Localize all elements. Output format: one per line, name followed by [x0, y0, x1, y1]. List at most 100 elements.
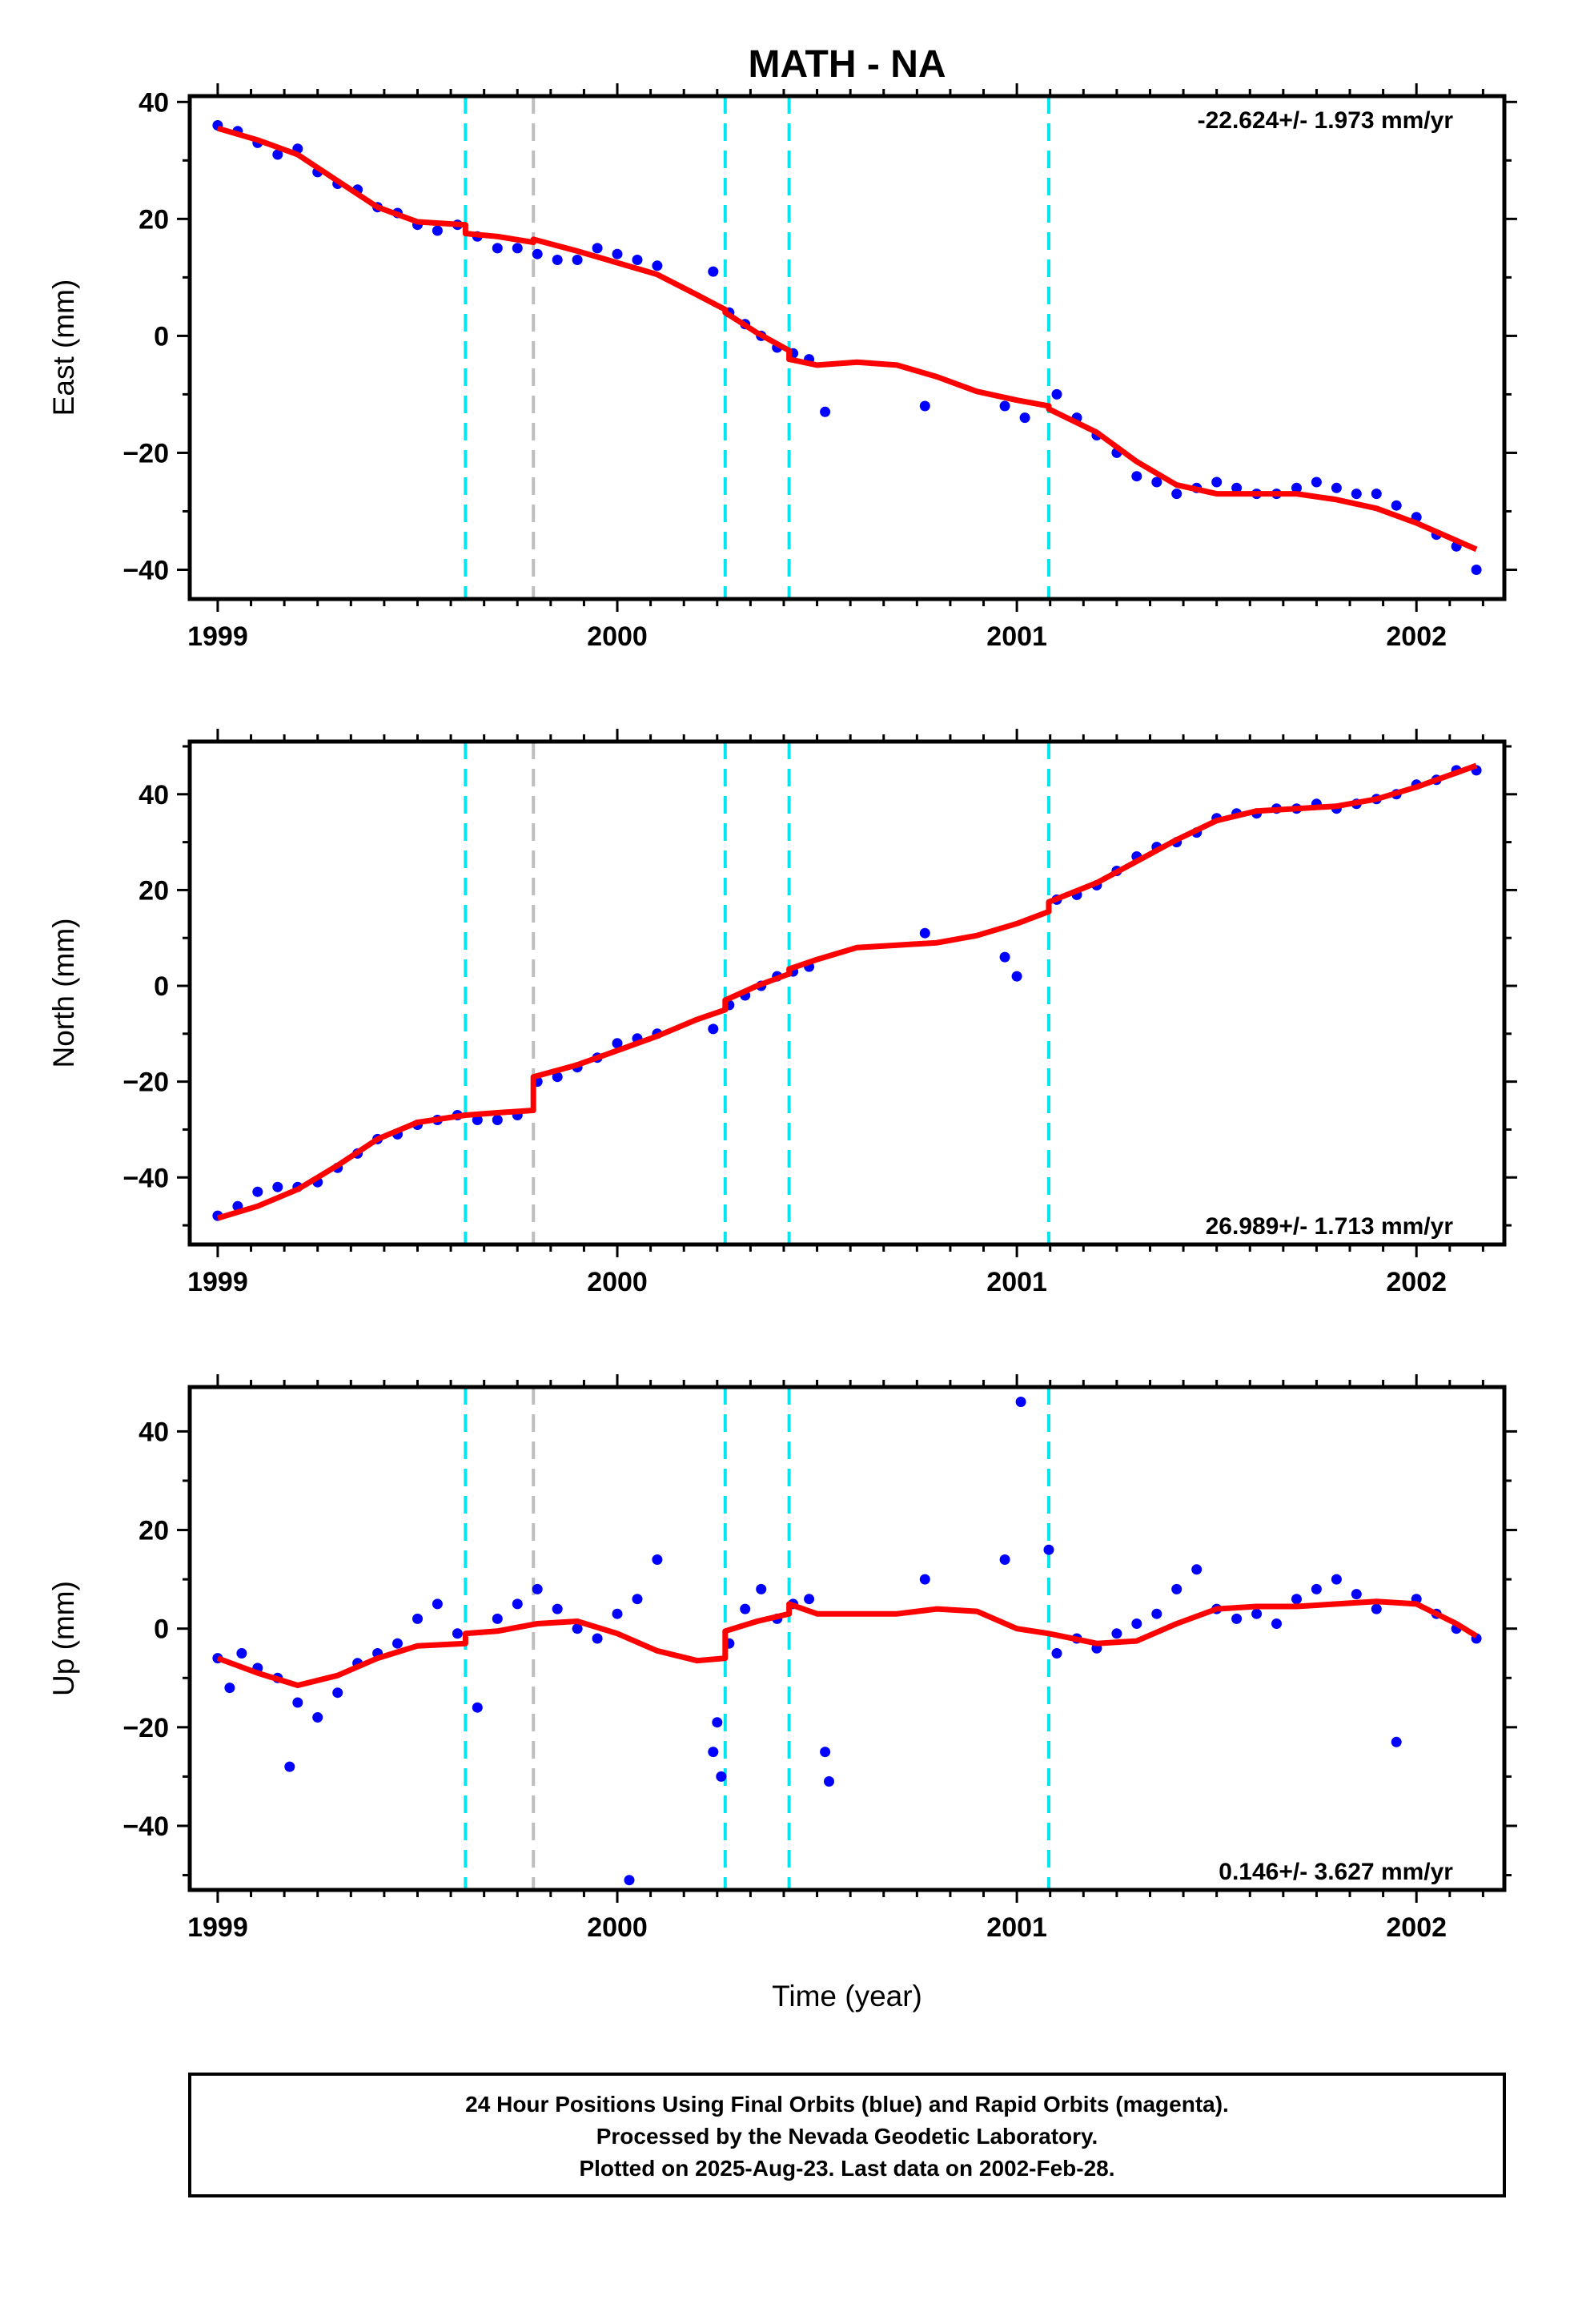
- data-point: [432, 225, 443, 236]
- data-point: [412, 1613, 423, 1624]
- data-point: [572, 1623, 583, 1634]
- footer-line-1: 24 Hour Positions Using Final Orbits (bl…: [465, 2092, 1229, 2117]
- data-point: [452, 1628, 463, 1639]
- panel-east: 1999 2000 2001 2002 −40 −20 0 20 40 East (mm) -22.…: [47, 83, 1517, 652]
- panel-up: 1999 2000 2001 2002 −40 −20 0 20 40 Up (mm) 0.146+…: [47, 1374, 1517, 1943]
- data-point: [512, 1598, 523, 1610]
- y-tick-label: −40: [122, 555, 169, 585]
- footer-box: [188, 2073, 1506, 2197]
- data-point: [1019, 412, 1030, 424]
- data-point: [632, 255, 643, 265]
- y-tick-label: 40: [139, 1417, 169, 1447]
- data-point: [919, 927, 930, 939]
- data-point: [1171, 489, 1182, 500]
- model-line: [216, 1598, 1478, 1688]
- y-axis-ticks: −40 −20 0 20 40: [122, 1417, 1517, 1877]
- data-point: [999, 400, 1010, 412]
- data-point: [472, 1702, 483, 1713]
- data-point: [1371, 1603, 1382, 1614]
- data-point: [820, 406, 831, 417]
- y-tick-label: 40: [139, 780, 169, 810]
- figure-title: MATH - NA: [748, 43, 946, 86]
- x-tick-label: 2000: [587, 1912, 648, 1943]
- data-point: [820, 1747, 831, 1758]
- data-point: [252, 1186, 263, 1197]
- final-orbit-points: [212, 1397, 1482, 1886]
- data-point: [1391, 1736, 1402, 1747]
- data-point: [1043, 1544, 1054, 1555]
- data-point: [1151, 1608, 1162, 1619]
- velocity-rate-label: 26.989+/- 1.713 mm/yr: [1206, 1213, 1454, 1240]
- data-point: [472, 1115, 483, 1125]
- velocity-rate-label: 0.146+/- 3.627 mm/yr: [1219, 1859, 1453, 1885]
- y-axis-label: East (mm): [47, 279, 80, 416]
- plot-frame: [187, 739, 1507, 1247]
- x-tick-label: 2001: [986, 1267, 1047, 1297]
- data-point: [492, 1613, 503, 1624]
- data-point: [392, 1638, 403, 1649]
- data-point: [624, 1875, 635, 1886]
- data-point: [1211, 476, 1223, 488]
- data-point: [1231, 1613, 1243, 1624]
- data-point: [432, 1598, 443, 1610]
- data-point: [532, 248, 543, 259]
- velocity-rate-label: -22.624+/- 1.973 mm/yr: [1198, 107, 1454, 134]
- data-point: [1471, 565, 1482, 575]
- final-orbit-points: [212, 120, 1482, 575]
- data-point: [652, 260, 663, 271]
- data-point: [532, 1583, 543, 1594]
- data-point: [512, 243, 523, 254]
- data-point: [756, 1583, 767, 1594]
- x-axis-ticks: 1999 2000 2001 2002: [187, 1374, 1484, 1943]
- data-point: [592, 243, 603, 254]
- data-point: [492, 243, 503, 254]
- data-point: [312, 1712, 323, 1723]
- footer-line-2: Processed by the Nevada Geodetic Laborat…: [596, 2124, 1098, 2149]
- data-point: [1171, 1583, 1182, 1594]
- data-point: [1311, 476, 1322, 488]
- data-point: [1271, 1618, 1282, 1629]
- data-point: [332, 1687, 343, 1699]
- data-point: [1231, 482, 1243, 493]
- plot-frame: [187, 94, 1507, 601]
- y-tick-label: 20: [139, 875, 169, 906]
- data-point: [1131, 471, 1142, 482]
- data-point: [919, 400, 930, 412]
- x-tick-label: 2000: [587, 1267, 648, 1297]
- data-point: [712, 1717, 723, 1728]
- data-point: [1015, 1397, 1026, 1407]
- data-point: [1351, 1589, 1362, 1600]
- data-point: [552, 1603, 563, 1614]
- x-tick-label: 1999: [187, 1267, 248, 1297]
- final-orbit-points: [212, 765, 1482, 1221]
- data-point: [1051, 1648, 1062, 1659]
- data-point: [1291, 482, 1302, 493]
- data-point: [572, 255, 583, 265]
- x-tick-label: 2002: [1386, 1912, 1447, 1943]
- data-point: [1391, 500, 1402, 511]
- data-point: [592, 1633, 603, 1644]
- data-point: [292, 1697, 303, 1708]
- y-tick-label: 40: [139, 87, 169, 118]
- data-point: [740, 1603, 751, 1614]
- data-point: [1251, 1608, 1263, 1619]
- x-axis-ticks: 1999 2000 2001 2002: [187, 83, 1484, 652]
- data-point: [1311, 1583, 1322, 1594]
- footer-line-3: Plotted on 2025-Aug-23. Last data on 200…: [579, 2156, 1114, 2181]
- x-tick-label: 2002: [1386, 621, 1447, 652]
- data-point: [1111, 1628, 1122, 1639]
- x-tick-label: 1999: [187, 1912, 248, 1943]
- data-point: [1291, 1594, 1302, 1605]
- data-point: [272, 149, 283, 160]
- x-tick-label: 2001: [986, 1912, 1047, 1943]
- y-tick-label: −40: [122, 1811, 169, 1842]
- y-axis-label: Up (mm): [47, 1581, 80, 1696]
- data-point: [552, 1072, 563, 1083]
- data-point: [632, 1594, 643, 1605]
- plot-frame: [187, 1385, 1507, 1892]
- data-point: [999, 951, 1010, 963]
- y-tick-label: 0: [154, 971, 169, 1002]
- y-tick-label: −20: [122, 1713, 169, 1743]
- model-line: [216, 125, 1478, 553]
